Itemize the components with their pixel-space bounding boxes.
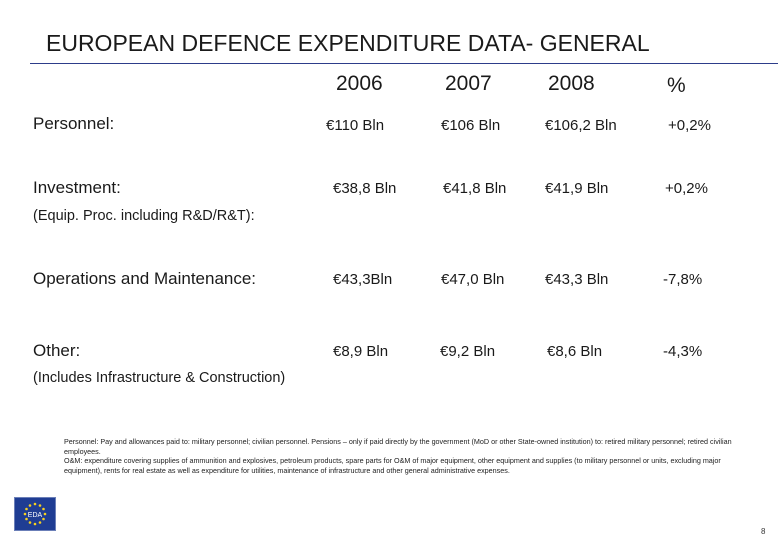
- column-header-2008: 2008: [548, 72, 595, 95]
- footnote-personnel: Personnel: Pay and allowances paid to: m…: [64, 437, 732, 456]
- operations-2006: €43,3Bln: [333, 271, 393, 288]
- other-percent: -4,3%: [663, 343, 703, 360]
- personnel-2007: €106 Bln: [441, 117, 501, 134]
- logo-text: EDA: [28, 512, 43, 519]
- investment-percent: +0,2%: [665, 180, 708, 197]
- investment-2006: €38,8 Bln: [333, 180, 397, 197]
- personnel-2008: €106,2 Bln: [545, 117, 617, 134]
- other-2008: €8,6 Bln: [547, 343, 603, 360]
- eda-logo: EDA: [14, 497, 56, 531]
- row-sublabel-investment: (Equip. Proc. including R&D/R&T):: [33, 208, 255, 224]
- operations-2007: €47,0 Bln: [441, 271, 505, 288]
- page-title: EUROPEAN DEFENCE EXPENDITURE DATA- GENER…: [46, 30, 650, 56]
- operations-percent: -7,8%: [663, 271, 703, 288]
- row-sublabel-other: (Includes Infrastructure & Construction): [33, 370, 286, 386]
- column-header-2006: 2006: [336, 72, 383, 95]
- row-label-personnel: Personnel:: [33, 114, 115, 133]
- other-2006: €8,9 Bln: [333, 343, 389, 360]
- page-number: 8: [761, 527, 766, 536]
- eu-stars-icon: EDA: [23, 502, 47, 526]
- personnel-2006: €110 Bln: [326, 117, 385, 134]
- title-divider: [30, 63, 778, 64]
- investment-2008: €41,9 Bln: [545, 180, 609, 197]
- footnote: Personnel: Pay and allowances paid to: m…: [64, 437, 754, 475]
- footnote-om: O&M: expenditure covering supplies of am…: [64, 456, 721, 475]
- operations-2008: €43,3 Bln: [545, 271, 609, 288]
- column-header-percent: %: [667, 74, 686, 97]
- investment-2007: €41,8 Bln: [443, 180, 507, 197]
- column-header-2007: 2007: [445, 72, 492, 95]
- other-2007: €9,2 Bln: [440, 343, 496, 360]
- personnel-percent: +0,2%: [668, 117, 711, 134]
- row-label-operations: Operations and Maintenance:: [33, 269, 257, 288]
- row-label-investment: Investment:: [33, 178, 121, 197]
- row-label-other: Other:: [33, 341, 81, 360]
